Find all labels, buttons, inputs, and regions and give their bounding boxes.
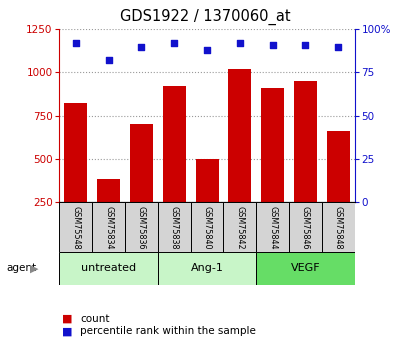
Point [171,40,177,46]
Point [334,44,341,49]
Bar [256,252,354,285]
Text: GSM75834: GSM75834 [104,206,113,249]
Text: GSM75844: GSM75844 [267,206,276,249]
Point [138,44,144,49]
Bar [157,252,256,285]
Text: ■: ■ [61,314,72,324]
Bar [157,202,190,252]
Bar [190,202,223,252]
Bar [125,202,157,252]
Bar [162,86,185,245]
Text: Ang-1: Ang-1 [190,263,223,273]
Text: GDS1922 / 1370060_at: GDS1922 / 1370060_at [119,9,290,25]
Bar [195,159,218,245]
Bar [97,179,120,245]
Text: VEGF: VEGF [290,263,319,273]
Point [236,40,243,46]
Text: GSM75848: GSM75848 [333,206,342,249]
Text: GSM75846: GSM75846 [300,206,309,249]
Point [269,42,275,48]
Point [105,58,112,63]
Text: percentile rank within the sample: percentile rank within the sample [80,326,255,336]
Bar [288,202,321,252]
Text: GSM75840: GSM75840 [202,206,211,249]
Text: GSM75836: GSM75836 [137,206,146,249]
Bar [64,104,87,245]
Bar [130,124,153,245]
Bar [261,88,283,245]
Text: GSM75842: GSM75842 [235,206,244,249]
Text: GSM75548: GSM75548 [71,206,80,249]
Bar [293,81,316,245]
Bar [228,69,251,245]
Bar [321,202,354,252]
Text: ■: ■ [61,326,72,336]
Text: GSM75838: GSM75838 [169,206,178,249]
Text: untreated: untreated [81,263,136,273]
Text: agent: agent [6,263,36,273]
Bar [326,131,349,245]
Text: ▶: ▶ [30,263,38,273]
Bar [256,202,288,252]
Point [203,47,210,53]
Bar [92,202,125,252]
Bar [59,202,92,252]
Point [301,42,308,48]
Bar [59,252,157,285]
Point [72,40,79,46]
Text: count: count [80,314,109,324]
Bar [223,202,256,252]
